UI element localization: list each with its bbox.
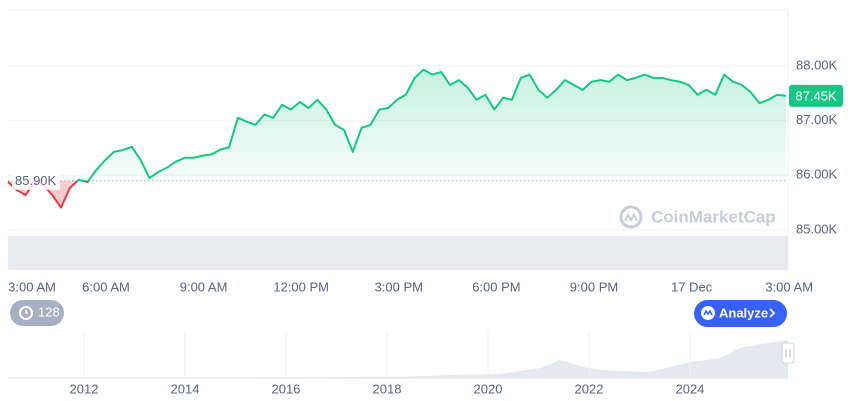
- last-price-label: 87.45K: [795, 88, 837, 103]
- navigator-year: 2018: [373, 381, 402, 396]
- price-line: [7, 68, 787, 209]
- x-tick-label: 9:00 AM: [180, 279, 228, 294]
- y-tick-label: 87.00K: [796, 112, 838, 127]
- watermark-text: CoinMarketCap: [651, 207, 776, 226]
- badge-text: 128: [38, 304, 60, 319]
- navigator-year: 2020: [474, 381, 503, 396]
- baseline-label-bg: [12, 171, 60, 190]
- x-tick-label: 3:00 AM: [765, 279, 813, 294]
- y-tick-label: 86.00K: [796, 167, 838, 182]
- navigator-year: 2016: [272, 381, 301, 396]
- x-tick-label: 6:00 AM: [82, 279, 130, 294]
- last-price-tag: [789, 84, 843, 107]
- history-badge[interactable]: 128: [10, 300, 64, 326]
- analyze-button[interactable]: Analyze: [694, 300, 787, 327]
- baseline-label: 85.90K: [15, 173, 57, 188]
- volume-bars: [8, 236, 788, 270]
- navigator: 2012 2014 2016 2018 2020 2022 2024: [8, 332, 795, 396]
- navigator-handle[interactable]: [781, 342, 795, 364]
- button-text: Analyze: [719, 305, 768, 320]
- x-tick-label: 3:00 PM: [375, 279, 423, 294]
- x-tick-label: 9:00 PM: [570, 279, 618, 294]
- navigator-year: 2024: [676, 381, 705, 396]
- x-tick-label: 12:00 PM: [273, 279, 329, 294]
- watermark: CoinMarketCap: [619, 205, 776, 229]
- y-tick-label: 88.00K: [796, 57, 838, 72]
- navigator-year: 2014: [171, 381, 200, 396]
- navigator-area: [8, 340, 788, 378]
- navigator-year: 2022: [575, 381, 604, 396]
- axes: 85.00K 86.00K 87.00K 88.00K 3:00 AM 6:00 AM 9:…: [8, 57, 843, 294]
- area-fill: [8, 69, 786, 208]
- y-tick-label: 85.00K: [796, 221, 838, 236]
- navigator-year: 2012: [70, 381, 99, 396]
- plot: 85.90K: [7, 68, 788, 209]
- x-tick-label: 3:00 AM: [8, 279, 56, 294]
- x-tick-label: 17 Dec: [671, 279, 713, 294]
- x-tick-label: 6:00 PM: [472, 279, 520, 294]
